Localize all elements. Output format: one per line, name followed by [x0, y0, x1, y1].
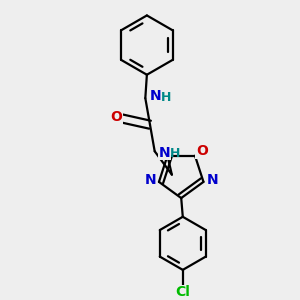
Text: N: N	[150, 89, 161, 103]
Text: H: H	[170, 147, 180, 160]
Text: N: N	[206, 173, 218, 187]
Text: Cl: Cl	[175, 285, 190, 299]
Text: H: H	[160, 91, 171, 104]
Text: O: O	[110, 110, 122, 124]
Text: N: N	[159, 146, 171, 160]
Text: N: N	[144, 173, 156, 187]
Text: O: O	[196, 144, 208, 158]
